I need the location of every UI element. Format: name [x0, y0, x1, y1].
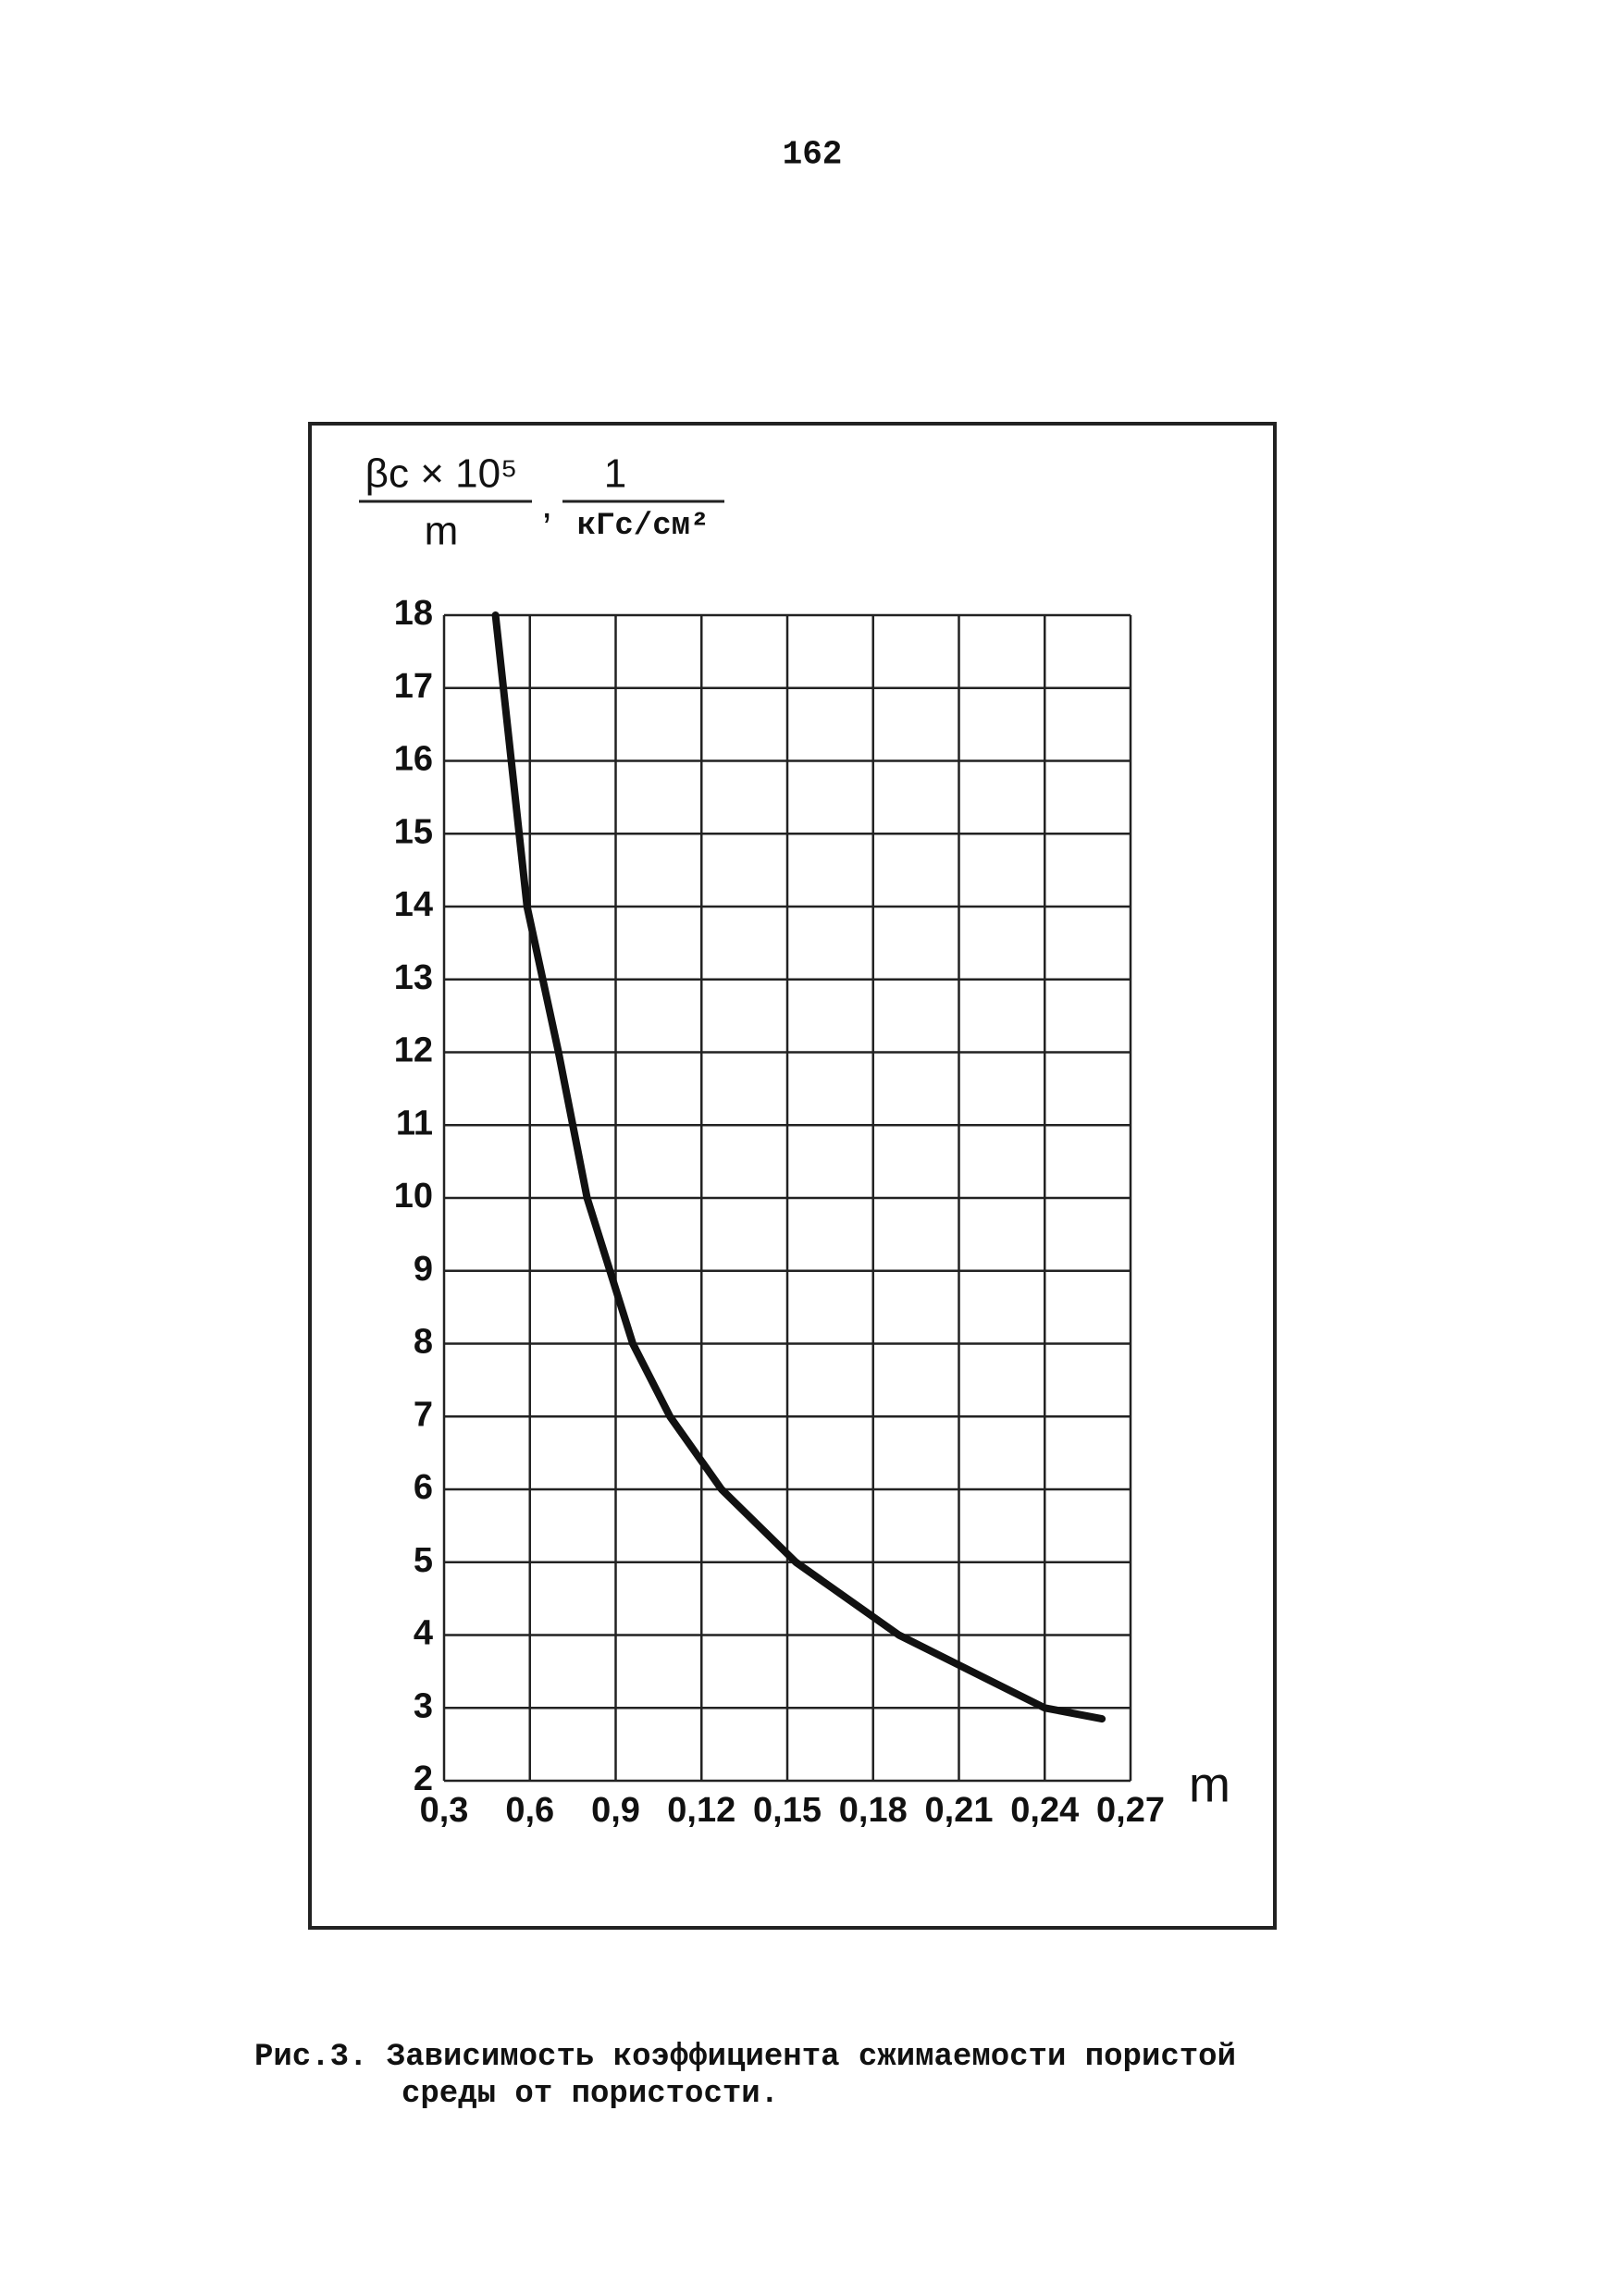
- unit-denominator: кГс/см²: [577, 509, 710, 544]
- y-tick-label: 16: [394, 740, 433, 779]
- y-tick-label: 17: [394, 667, 433, 706]
- x-tick-label: 0,9: [591, 1791, 640, 1830]
- caption-line: Рис.3. Зависимость коэффициента сжимаемо…: [254, 2040, 1236, 2075]
- y-tick-label: 9: [414, 1250, 433, 1289]
- comma: ,: [541, 482, 552, 527]
- y-tick-label: 6: [414, 1468, 433, 1507]
- y-tick-label: 11: [396, 1104, 433, 1142]
- y-tick-label: 14: [394, 885, 433, 924]
- y-tick-label: 5: [414, 1541, 433, 1580]
- x-tick-label: 0,27: [1096, 1791, 1165, 1830]
- y-tick-label: 18: [394, 594, 433, 633]
- ylabel-numerator: βc × 10⁵: [365, 451, 518, 497]
- x-tick-label: 0,6: [505, 1791, 554, 1830]
- y-tick-label: 13: [394, 958, 433, 997]
- x-tick-label: 0,3: [420, 1791, 469, 1830]
- x-tick-label: 0,18: [839, 1791, 908, 1830]
- y-tick-label: 10: [394, 1177, 433, 1216]
- y-tick-label: 3: [414, 1686, 433, 1725]
- y-tick-label: 2: [414, 1759, 433, 1798]
- x-tick-label: 0,24: [1010, 1791, 1079, 1830]
- y-tick-label: 15: [394, 812, 433, 851]
- ylabel-denominator: m: [425, 509, 459, 554]
- x-tick-label: 0,21: [925, 1791, 994, 1830]
- y-tick-label: 8: [414, 1323, 433, 1362]
- x-tick-label: 0,12: [667, 1791, 735, 1830]
- unit-numerator: 1: [604, 451, 626, 497]
- x-axis-label: m: [1189, 1757, 1230, 1812]
- y-tick-label: 7: [414, 1395, 433, 1434]
- figure-frame: [308, 422, 1277, 1930]
- y-tick-label: 4: [414, 1614, 433, 1653]
- caption-line: среды от пористости.: [402, 2077, 779, 2112]
- y-tick-label: 12: [394, 1031, 433, 1070]
- page-number: 162: [783, 136, 843, 174]
- x-tick-label: 0,15: [753, 1791, 822, 1830]
- curve: [491, 611, 1106, 1723]
